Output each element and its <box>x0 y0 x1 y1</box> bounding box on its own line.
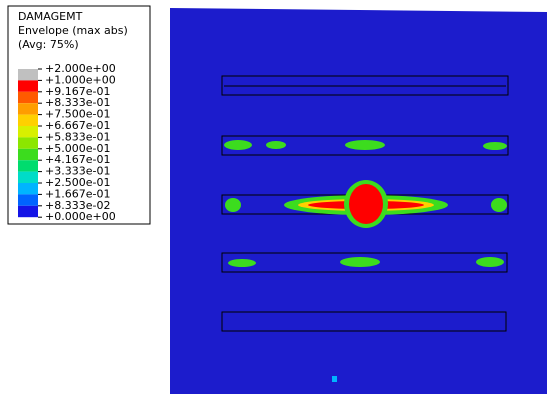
damage <box>266 141 286 149</box>
page: DAMAGEMTEnvelope (max abs)(Avg: 75%)+2.0… <box>0 0 547 394</box>
legend-swatch <box>18 92 38 103</box>
legend-swatch <box>18 103 38 114</box>
legend-swatch <box>18 69 38 80</box>
damage <box>476 257 504 267</box>
damage <box>483 142 507 150</box>
legend-swatch <box>18 172 38 183</box>
legend-title: Envelope (max abs) <box>18 24 128 37</box>
damage <box>228 259 256 267</box>
damage <box>491 198 507 212</box>
damage <box>225 198 241 212</box>
legend-swatch <box>18 194 38 205</box>
legend-swatch <box>18 126 38 137</box>
model <box>170 8 547 394</box>
legend-swatch <box>18 137 38 148</box>
legend-label: +0.000e+00 <box>45 210 116 223</box>
damage <box>332 376 337 382</box>
legend-swatch <box>18 80 38 91</box>
damage <box>345 140 385 150</box>
legend-swatch <box>18 206 38 217</box>
damage <box>340 257 380 267</box>
damage <box>349 184 383 224</box>
damage <box>224 140 252 150</box>
legend-swatch <box>18 183 38 194</box>
legend-title: DAMAGEMT <box>18 10 83 23</box>
legend-swatch <box>18 160 38 171</box>
legend-title: (Avg: 75%) <box>18 38 79 51</box>
legend-swatch <box>18 149 38 160</box>
legend-swatch <box>18 115 38 126</box>
viewport: DAMAGEMTEnvelope (max abs)(Avg: 75%)+2.0… <box>0 0 547 394</box>
